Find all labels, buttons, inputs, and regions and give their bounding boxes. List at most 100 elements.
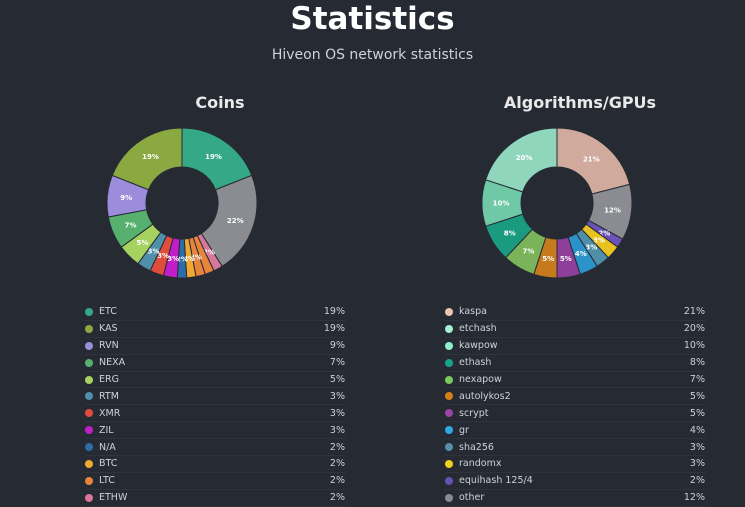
legend-value: 2%: [689, 475, 705, 487]
slice-label: 2%: [183, 255, 195, 263]
slice-label: 2%: [598, 230, 610, 238]
legend-item: autolykos2 5%: [445, 388, 705, 406]
legend-value: 21%: [683, 306, 705, 318]
legend-value: 20%: [683, 323, 705, 335]
legend-color-dot: [85, 375, 93, 384]
legend-item: RVN 9%: [85, 338, 345, 355]
legend-color-dot: [445, 443, 453, 452]
legend-value: 2%: [329, 475, 345, 487]
legend-color-dot: [85, 392, 93, 401]
legend-item: ETHW 2%: [85, 490, 345, 507]
legend-color-dot: [85, 476, 93, 485]
legend-label: kawpow: [459, 340, 498, 352]
legend-label: XMR: [99, 407, 121, 419]
legend-label: ETC: [99, 306, 117, 318]
legend-label: NEXA: [99, 357, 126, 369]
slice-label: 20%: [516, 154, 533, 162]
legend-item: KAS 19%: [85, 321, 345, 338]
donut-hole: [521, 167, 593, 239]
legend-color-dot: [445, 459, 453, 468]
slice-label: 3%: [593, 237, 605, 245]
legend-item: ETC 19%: [85, 304, 345, 321]
legend-color-dot: [445, 324, 453, 333]
coins-panel: Coins 19% 22% 2% 2% 2% 2% 3% 3% 3% 5% 7% 9% 19% ETC 1…: [70, 90, 370, 507]
slice-label: 2%: [176, 256, 188, 264]
slice-label: 5%: [560, 255, 572, 263]
legend-value: 5%: [689, 390, 705, 402]
legend-label: autolykos2: [459, 390, 511, 402]
slice-label: 8%: [504, 230, 516, 238]
legend-item: kawpow 10%: [445, 338, 705, 355]
legend-item: randomx 3%: [445, 456, 705, 473]
legend-item: nexapow 7%: [445, 372, 705, 389]
legend-label: BTC: [99, 458, 118, 470]
page-subtitle: Hiveon OS network statistics: [271, 47, 474, 63]
page-title: Statistics: [290, 1, 455, 37]
legend-label: scrypt: [459, 407, 489, 419]
legend-item: scrypt 5%: [445, 405, 705, 423]
legend-color-dot: [85, 409, 93, 418]
legend-label: KAS: [99, 323, 118, 335]
legend-color-dot: [445, 307, 453, 316]
legend-color-dot: [85, 307, 93, 316]
legend-color-dot: [445, 426, 453, 435]
legend-color-dot: [445, 493, 453, 502]
legend-color-dot: [445, 409, 453, 418]
legend-value: 3%: [329, 407, 345, 419]
legend-item: BTC 2%: [85, 456, 345, 473]
slice-label: 5%: [542, 255, 554, 263]
legend-label: kaspa: [459, 306, 487, 318]
slice-label: 21%: [583, 155, 600, 163]
legend-label: sha256: [459, 441, 494, 453]
legend-label: LTC: [99, 475, 115, 487]
legend-color-dot: [85, 459, 93, 468]
legend-item: N/A 2%: [85, 439, 345, 457]
legend-label: ERG: [99, 374, 119, 385]
coins-donut-chart: 19%22%2%2%2%2%3%3%3%5%7%9%19%: [107, 128, 257, 278]
legend-value: 3%: [689, 441, 705, 453]
legend-value: 3%: [329, 424, 345, 436]
legend-color-dot: [85, 493, 93, 502]
legend-value: 7%: [689, 374, 705, 385]
legend-value: 4%: [689, 424, 705, 436]
legend-label: other: [459, 492, 485, 504]
legend-color-dot: [85, 358, 93, 367]
legend-value: 19%: [323, 306, 345, 318]
algorithms-donut-chart: 21%12%2%3%3%4%5%5%7%8%10%20%: [482, 128, 632, 278]
coins-chart-title: Coins: [195, 93, 245, 112]
legend-value: 3%: [329, 390, 345, 402]
coins-legend: ETC 19% KAS 19% RVN 9% NEXA 7% ERG 5% RTM 3% XMR 3% ZI…: [85, 304, 345, 507]
legend-value: 2%: [329, 458, 345, 470]
legend-item: ethash 8%: [445, 355, 705, 372]
slice-label: 4%: [575, 250, 587, 258]
legend-color-dot: [445, 358, 453, 367]
legend-label: gr: [459, 424, 469, 436]
legend-value: 2%: [329, 492, 345, 504]
legend-value: 12%: [683, 492, 705, 504]
legend-item: RTM 3%: [85, 388, 345, 406]
donut-hole: [146, 167, 218, 239]
legend-item: other 12%: [445, 490, 705, 507]
slice-label: 3%: [167, 255, 179, 263]
slice-label: 9%: [120, 194, 132, 202]
legend-value: 7%: [329, 357, 345, 369]
legend-value: 9%: [329, 340, 345, 352]
legend-label: ZIL: [99, 424, 114, 436]
legend-value: 8%: [689, 357, 705, 369]
legend-value: 5%: [689, 407, 705, 419]
slice-label: 2%: [203, 249, 215, 257]
legend-label: equihash 125/4: [459, 475, 533, 487]
legend-label: ethash: [459, 357, 492, 369]
legend-label: RVN: [99, 340, 119, 352]
algorithms-chart-title: Algorithms/GPUs: [503, 93, 657, 112]
legend-label: etchash: [459, 323, 497, 335]
legend-color-dot: [445, 341, 453, 350]
slice-label: 12%: [604, 207, 621, 215]
legend-label: N/A: [99, 441, 116, 453]
legend-item: gr 4%: [445, 422, 705, 440]
slice-label: 2%: [190, 254, 202, 262]
slice-label: 10%: [493, 200, 510, 208]
slice-label: 22%: [227, 217, 244, 225]
legend-color-dot: [85, 341, 93, 350]
legend-color-dot: [445, 375, 453, 384]
